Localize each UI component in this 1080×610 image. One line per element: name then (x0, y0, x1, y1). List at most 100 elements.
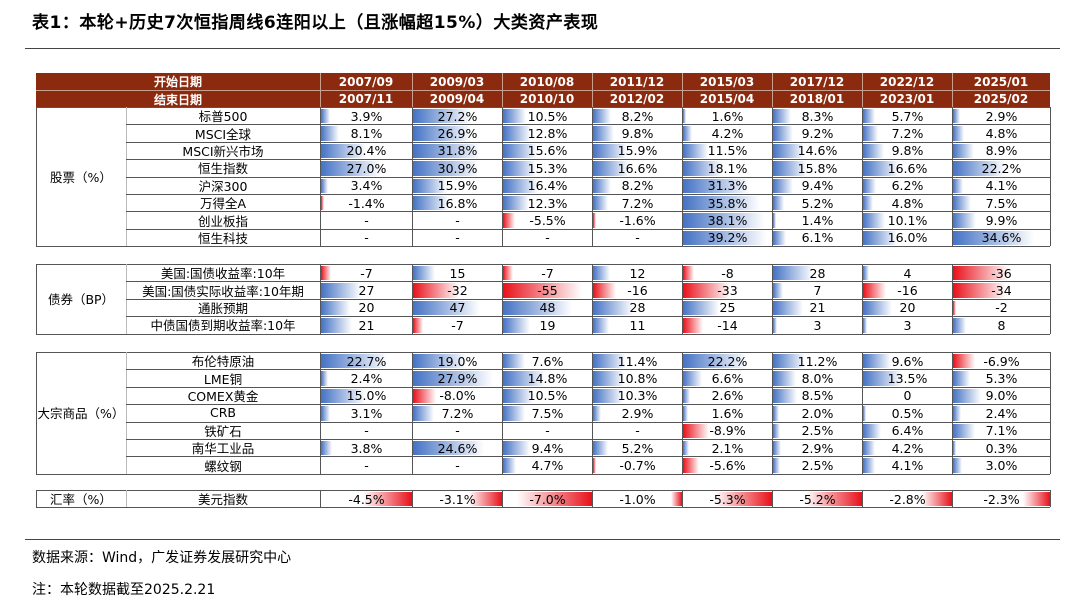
data-cell: 8.2% (593, 108, 682, 124)
negative-data-bar (953, 266, 1010, 281)
data-cell: 27.2% (413, 108, 502, 124)
positive-data-bar (773, 283, 784, 298)
data-cell: 27 (321, 282, 412, 298)
group-column-divider (1050, 107, 1051, 247)
title-divider (25, 48, 1060, 49)
positive-data-bar (683, 388, 691, 404)
cell-value: -16 (897, 283, 918, 299)
cell-value: 18.1% (707, 160, 748, 176)
negative-data-bar (683, 458, 700, 473)
data-cell: -1.6% (593, 212, 682, 228)
cell-value: 0 (903, 388, 912, 404)
data-cell: 0.5% (863, 405, 952, 421)
positive-data-bar (593, 354, 626, 369)
positive-data-bar (593, 388, 623, 404)
cell-value: 10.8% (617, 371, 658, 387)
cell-value: 1.6% (711, 108, 744, 124)
positive-data-bar (593, 109, 611, 124)
cell-value: -2.3% (983, 491, 1020, 507)
cell-value: - (364, 213, 369, 229)
end-date-cell: 2015/04 (699, 92, 755, 107)
positive-data-bar (953, 230, 1035, 246)
data-cell: - (413, 212, 502, 228)
cell-value: 3.9% (350, 108, 383, 124)
positive-data-bar (773, 318, 778, 333)
data-cell: 34.6% (953, 230, 1050, 246)
positive-data-bar (953, 318, 966, 333)
cell-value: -6.9% (983, 353, 1020, 369)
data-cell: -5.3% (683, 491, 772, 507)
cell-value: 4.2% (711, 126, 744, 142)
cell-value: 22.7% (346, 353, 387, 369)
row-label: 恒生指数 (197, 161, 248, 177)
group-label: 汇率（%） (50, 492, 112, 508)
group-bottom-border (36, 333, 1050, 335)
positive-data-bar (593, 143, 628, 159)
cell-value: -5.5% (529, 213, 566, 229)
negative-data-bar (468, 492, 502, 507)
data-cell: 11 (593, 317, 682, 333)
cell-value: 2.5% (801, 458, 834, 474)
cell-value: 2.9% (985, 108, 1018, 124)
data-cell: 5.7% (863, 108, 952, 124)
cell-value: 15.3% (527, 160, 568, 176)
cell-value: 12 (629, 265, 646, 281)
positive-data-bar (593, 406, 602, 421)
data-cell: 8.0% (773, 370, 862, 386)
row-label: MSCI新兴市场 (182, 144, 264, 159)
cell-value: 20.4% (346, 143, 387, 159)
positive-data-bar (773, 388, 798, 404)
cell-value: 22.2% (981, 160, 1022, 176)
positive-data-bar (683, 161, 722, 176)
positive-data-bar (413, 109, 472, 124)
group-column-divider (502, 490, 503, 508)
cell-value: 10.1% (887, 213, 928, 229)
data-cell: 22.7% (321, 353, 412, 369)
group-bottom-border (36, 473, 1050, 475)
negative-data-bar (413, 318, 424, 333)
data-cell: 16.6% (863, 160, 952, 176)
positive-data-bar (593, 196, 609, 211)
negative-data-bar (503, 213, 515, 228)
start-date-cell: 2007/09 (338, 74, 394, 89)
start-date-cell: 2009/03 (429, 74, 485, 89)
data-cell: - (321, 457, 412, 473)
cell-value: 15.8% (797, 160, 838, 176)
row-label: 创业板指 (197, 213, 248, 229)
cell-value: 13.5% (887, 371, 928, 387)
cell-value: 22.2% (707, 353, 748, 369)
positive-data-bar (953, 388, 982, 404)
data-cell: 9.8% (593, 125, 682, 141)
positive-data-bar (683, 213, 765, 228)
positive-data-bar (321, 161, 381, 176)
data-cell: - (321, 212, 412, 228)
data-cell: 15.8% (773, 160, 862, 176)
data-cell: 6.4% (863, 423, 952, 439)
data-cell: -5.6% (683, 457, 772, 473)
positive-data-bar (683, 406, 688, 421)
data-cell: 2.4% (953, 405, 1050, 421)
positive-data-bar (953, 441, 956, 456)
positive-data-bar (593, 126, 615, 141)
row-divider (126, 211, 1050, 213)
positive-data-bar (953, 196, 971, 211)
cell-value: 15.9% (437, 178, 478, 194)
data-cell: 4.8% (863, 195, 952, 211)
data-cell: 9.8% (863, 143, 952, 159)
data-cell: 4.2% (683, 125, 772, 141)
cell-value: 6.2% (891, 178, 924, 194)
group-column-divider (1050, 264, 1051, 334)
cell-value: -33 (717, 283, 738, 299)
positive-data-bar (773, 196, 785, 211)
negative-data-bar (921, 492, 952, 507)
cell-value: 10.5% (527, 388, 568, 404)
cell-value: 6.6% (711, 371, 744, 387)
data-cell: 16.8% (413, 195, 502, 211)
negative-data-bar (593, 283, 616, 298)
positive-data-bar (321, 371, 329, 386)
cell-value: 15.9% (617, 143, 658, 159)
negative-data-bar (953, 300, 957, 316)
positive-data-bar (953, 371, 970, 386)
data-cell: 4.7% (503, 457, 592, 473)
cell-value: 4.1% (985, 178, 1018, 194)
